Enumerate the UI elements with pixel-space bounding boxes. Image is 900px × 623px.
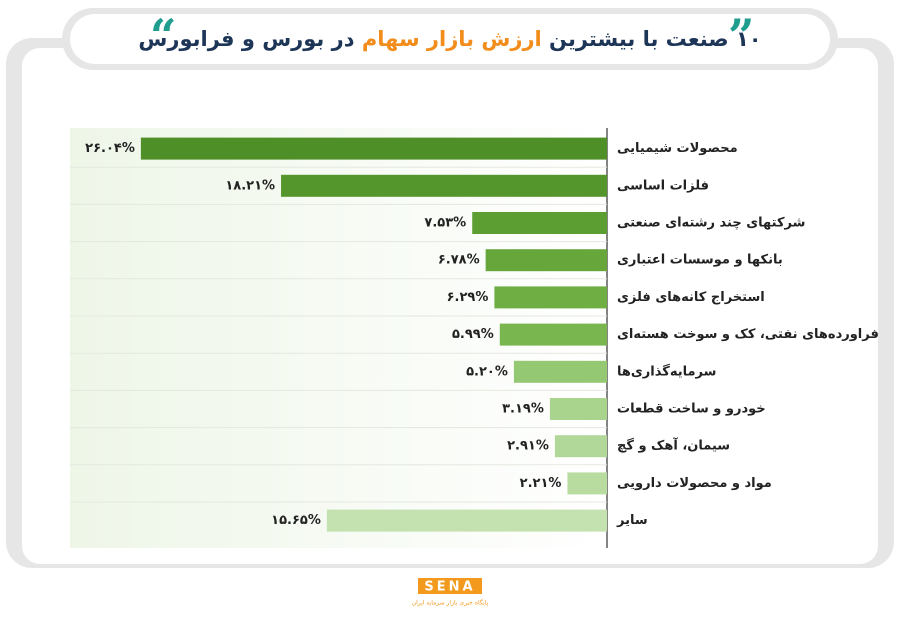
- value-label: ۲.۲۱%: [520, 476, 562, 491]
- bar: [554, 435, 607, 458]
- value-label: ۲۶.۰۴%: [85, 141, 135, 156]
- title-part: ارزش بازار سهام: [362, 27, 542, 51]
- quote-icon: ”: [728, 9, 754, 63]
- value-label: ۱۸.۲۱%: [225, 178, 275, 193]
- value-label: ۶.۲۹%: [447, 290, 489, 305]
- bar: [499, 323, 607, 346]
- value-label: ۷.۵۳%: [424, 216, 466, 231]
- bar: [513, 360, 607, 383]
- bar: [472, 212, 607, 234]
- category-label: استخراج کانه‌های فلزی: [617, 290, 765, 305]
- value-label: ۶.۷۸%: [438, 253, 480, 268]
- value-label: ۳.۱۹%: [502, 402, 544, 417]
- category-label: بانکها و موسسات اعتباری: [617, 253, 783, 268]
- bar: [281, 174, 607, 197]
- category-label: فلزات اساسی: [617, 178, 709, 193]
- value-label: ۱۵.۶۵%: [271, 513, 321, 528]
- category-label: محصولات شیمیایی: [617, 141, 738, 156]
- logo-box: [418, 578, 482, 594]
- value-label: ۵.۹۹%: [452, 327, 494, 342]
- category-label: فراورده‌های نفتی، کک و سوخت هسته‌ای: [617, 327, 879, 342]
- value-label: ۵.۲۰%: [466, 364, 508, 379]
- bar: [494, 286, 607, 309]
- quote-icon: “: [150, 9, 176, 63]
- value-label: ۲.۹۱%: [507, 439, 549, 454]
- category-label: خودرو و ساخت قطعات: [617, 402, 766, 417]
- logo: SENA پایگاه خبری بازار سرمایه ایران: [412, 578, 489, 607]
- category-label: سایر: [616, 513, 648, 528]
- bar: [140, 137, 607, 160]
- header: [70, 14, 830, 64]
- logo-tagline: پایگاه خبری بازار سرمایه ایران: [412, 599, 489, 607]
- logo-text: SENA: [424, 580, 475, 595]
- chart-title: ۱۰ صنعت با بیشترین ارزش بازار سهام در بو…: [138, 27, 761, 51]
- category-label: شرکتهای چند رشته‌ای صنعتی: [617, 216, 805, 231]
- category-label: سرمایه‌گذاری‌ها: [617, 363, 716, 379]
- bar: [567, 472, 607, 495]
- bar: [549, 398, 607, 420]
- title-part: ۱۰ صنعت با بیشترین: [549, 27, 762, 51]
- category-label: سیمان، آهک و گچ: [617, 437, 730, 454]
- bar: [326, 509, 607, 532]
- bar: [485, 249, 607, 272]
- category-label: مواد و محصولات دارویی: [617, 476, 772, 491]
- title-part: در بورس و فرابورس: [138, 27, 354, 51]
